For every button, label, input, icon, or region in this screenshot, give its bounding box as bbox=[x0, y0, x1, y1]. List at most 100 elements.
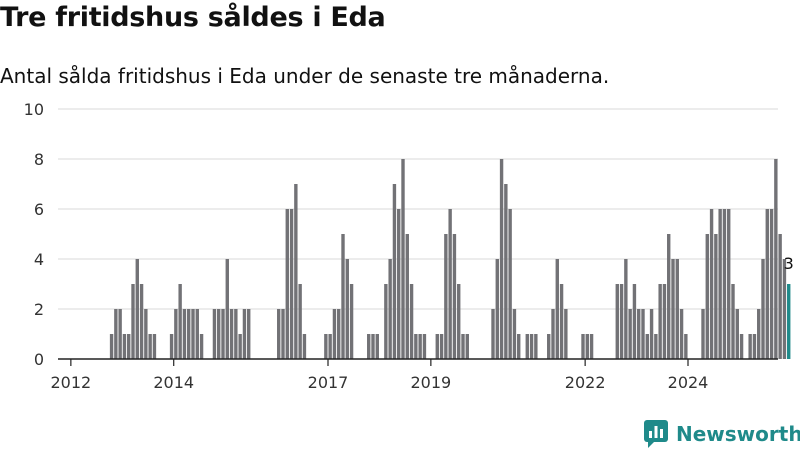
bar bbox=[624, 259, 628, 359]
y-tick-label: 10 bbox=[24, 100, 44, 119]
bar bbox=[281, 309, 285, 359]
x-tick-label: 2014 bbox=[153, 373, 194, 392]
bar bbox=[195, 309, 199, 359]
x-tick-label: 2012 bbox=[50, 373, 91, 392]
bar bbox=[564, 309, 568, 359]
bar bbox=[405, 234, 409, 359]
bar bbox=[654, 334, 658, 359]
bar bbox=[739, 334, 744, 359]
bar bbox=[392, 184, 397, 359]
newsworthy-icon bbox=[644, 420, 668, 448]
bar-chart: 0 2 4 6 8 10 2012 2014 2017 2019 2022 2024 3 bbox=[24, 100, 794, 392]
bar bbox=[349, 284, 354, 359]
bar bbox=[139, 284, 144, 359]
bar bbox=[384, 284, 388, 359]
bar bbox=[397, 209, 401, 359]
bar bbox=[109, 334, 114, 359]
bar bbox=[534, 334, 538, 359]
bar bbox=[238, 334, 242, 359]
bar bbox=[508, 209, 512, 359]
bar bbox=[328, 334, 332, 359]
bar bbox=[641, 309, 645, 359]
bar bbox=[341, 234, 345, 359]
bar bbox=[457, 284, 461, 359]
bar bbox=[289, 209, 294, 359]
bar bbox=[229, 309, 234, 359]
bar bbox=[439, 334, 444, 359]
bar bbox=[122, 334, 127, 359]
bar bbox=[127, 334, 131, 359]
bar bbox=[242, 309, 247, 359]
bar bbox=[212, 309, 217, 359]
gridlines bbox=[58, 108, 778, 310]
bar bbox=[414, 334, 418, 359]
bar bbox=[628, 309, 632, 359]
bar bbox=[714, 234, 718, 359]
bar bbox=[217, 309, 221, 359]
chart-subtitle: Antal sålda fritidshus i Eda under de se… bbox=[0, 64, 610, 88]
x-tick-label: 2024 bbox=[668, 373, 709, 392]
bar bbox=[684, 334, 688, 359]
bar bbox=[782, 259, 787, 359]
bar bbox=[409, 284, 414, 359]
bar bbox=[234, 309, 238, 359]
bar bbox=[418, 334, 422, 359]
bar bbox=[559, 284, 564, 359]
bar bbox=[247, 309, 251, 359]
bar bbox=[401, 159, 405, 359]
x-tick-label: 2022 bbox=[565, 373, 606, 392]
x-axis-ticks: 2012 2014 2017 2019 2022 2024 bbox=[50, 359, 708, 392]
bar bbox=[727, 209, 731, 359]
bar bbox=[182, 309, 187, 359]
bar bbox=[221, 309, 225, 359]
bar bbox=[662, 284, 667, 359]
bar bbox=[778, 234, 782, 359]
bar bbox=[388, 259, 392, 359]
bar bbox=[589, 334, 594, 359]
data-labels: 3 bbox=[784, 254, 794, 273]
x-tick-label: 2017 bbox=[308, 373, 349, 392]
bar bbox=[174, 309, 178, 359]
bar bbox=[679, 309, 684, 359]
bar bbox=[169, 334, 174, 359]
bar bbox=[332, 309, 337, 359]
x-tick-label: 2019 bbox=[410, 373, 451, 392]
bar bbox=[118, 309, 122, 359]
chart-title: Tre fritidshus såldes i Eda bbox=[0, 2, 386, 33]
y-tick-label: 0 bbox=[34, 350, 44, 369]
bar bbox=[551, 309, 555, 359]
bar bbox=[765, 209, 769, 359]
bars bbox=[109, 159, 791, 359]
bar bbox=[298, 284, 302, 359]
bar bbox=[452, 234, 457, 359]
bar bbox=[722, 209, 727, 359]
bar bbox=[277, 309, 281, 359]
bar bbox=[435, 334, 439, 359]
bar bbox=[632, 284, 637, 359]
y-tick-label: 4 bbox=[34, 250, 44, 269]
bar bbox=[444, 234, 448, 359]
bar bbox=[555, 259, 559, 359]
highlight-bar bbox=[787, 284, 791, 359]
bar bbox=[718, 209, 722, 359]
bar bbox=[225, 259, 229, 359]
bar bbox=[637, 309, 641, 359]
bar bbox=[658, 284, 662, 359]
bar bbox=[491, 309, 495, 359]
bar bbox=[114, 309, 118, 359]
bar bbox=[302, 334, 307, 359]
bar bbox=[761, 259, 765, 359]
bar bbox=[585, 334, 589, 359]
bar bbox=[371, 334, 375, 359]
bar bbox=[701, 309, 705, 359]
bar bbox=[375, 334, 379, 359]
bar bbox=[709, 209, 714, 359]
bar bbox=[769, 209, 774, 359]
bar bbox=[191, 309, 195, 359]
bar bbox=[422, 334, 427, 359]
bar bbox=[495, 259, 499, 359]
y-tick-label: 6 bbox=[34, 200, 44, 219]
bar bbox=[774, 159, 778, 359]
y-axis-ticks: 0 2 4 6 8 10 bbox=[24, 100, 44, 369]
highlight-value-label: 3 bbox=[784, 254, 794, 273]
